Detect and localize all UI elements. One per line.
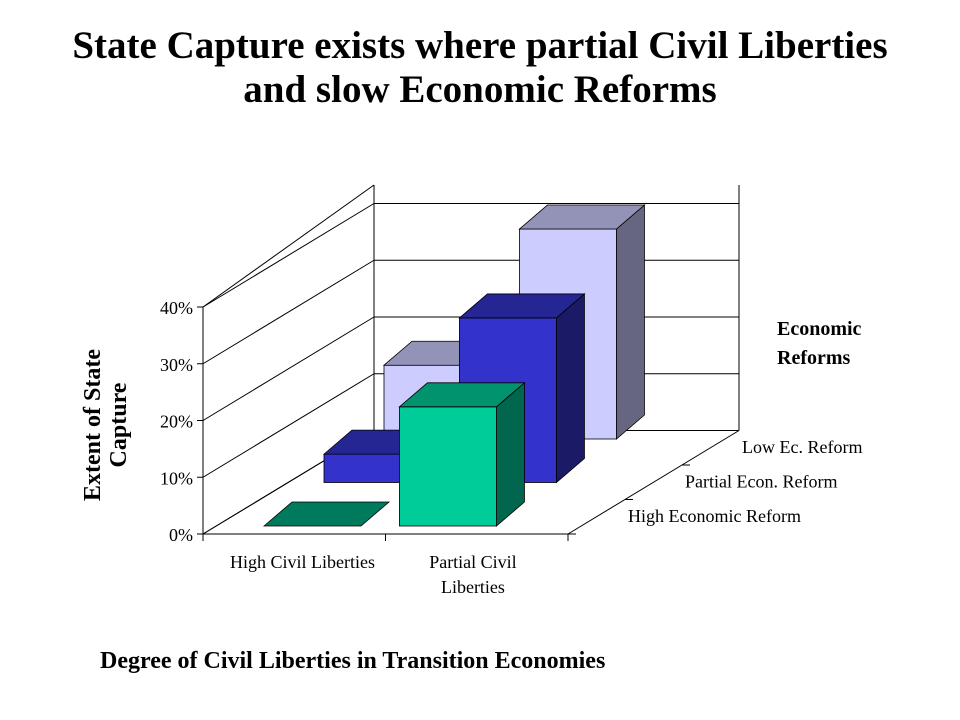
side-grid-line bbox=[202, 316, 375, 421]
bar bbox=[262, 501, 391, 527]
y-tick-label: 20% bbox=[160, 412, 193, 432]
y-axis-label-line1: Extent of State bbox=[80, 349, 106, 501]
side-grid-line bbox=[202, 373, 375, 478]
bar-side bbox=[616, 204, 645, 440]
bar-side bbox=[556, 293, 585, 484]
series-label: Low Ec. Reform bbox=[742, 437, 862, 457]
y-tick-label: 40% bbox=[160, 298, 193, 318]
bar-front bbox=[399, 406, 497, 527]
x-tick-label: High Civil Liberties bbox=[230, 552, 375, 572]
legend-title-line2: Reforms bbox=[777, 347, 851, 369]
series-label: Partial Econ. Reform bbox=[685, 472, 837, 492]
series-label: High Economic Reform bbox=[628, 506, 801, 526]
bar-top bbox=[458, 293, 586, 319]
side-wall-top-edge bbox=[202, 184, 375, 308]
floor-right-edge bbox=[567, 430, 740, 535]
chart-title-line1: State Capture exists where partial Civil… bbox=[72, 24, 887, 67]
legend-title-line1: Economic bbox=[777, 318, 862, 340]
bars bbox=[262, 204, 646, 527]
bar-side bbox=[496, 381, 525, 527]
bar-top bbox=[398, 382, 526, 408]
x-tick-label-line2: Liberties bbox=[441, 577, 505, 597]
bar bbox=[398, 381, 526, 527]
y-tick-label: 0% bbox=[169, 525, 193, 545]
side-grid-line bbox=[202, 259, 375, 365]
bar-top bbox=[262, 501, 391, 527]
axis-labels: 0% 10% 20% 30% 40% High Civil Liberties Partia… bbox=[160, 298, 862, 597]
y-tick-label: 10% bbox=[160, 468, 193, 488]
x-tick-label: Partial Civil bbox=[429, 552, 517, 572]
x-axis-title: Degree of Civil Liberties in Transition … bbox=[100, 648, 605, 674]
y-axis-label-line2: Capture bbox=[106, 382, 132, 467]
y-tick-label: 30% bbox=[160, 355, 193, 375]
chart-title-line2: and slow Economic Reforms bbox=[243, 68, 716, 111]
bar-top bbox=[518, 204, 646, 230]
side-grid-line bbox=[202, 203, 375, 308]
